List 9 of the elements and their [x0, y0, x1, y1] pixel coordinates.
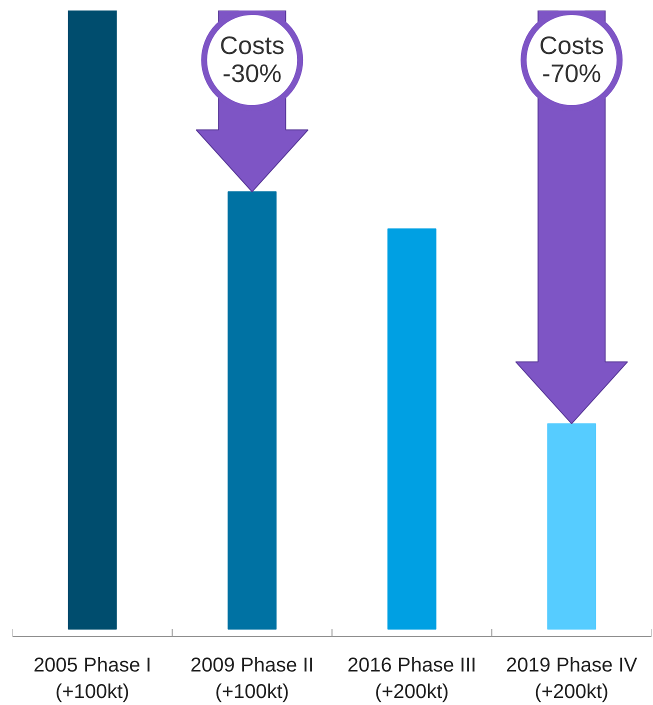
x-tick-label: 2005 Phase I (+100kt) — [33, 654, 152, 703]
annotation: Costs -30% — [220, 32, 285, 88]
x-tick-label: 2019 Phase IV (+200kt) — [506, 654, 638, 703]
bar — [547, 423, 596, 630]
x-tick-label: 2016 Phase III (+200kt) — [347, 654, 476, 703]
x-tick-label: 2009 Phase II (+100kt) — [190, 654, 314, 703]
bar — [68, 10, 117, 630]
bar — [387, 228, 436, 630]
annotation: Costs -70% — [539, 32, 604, 88]
